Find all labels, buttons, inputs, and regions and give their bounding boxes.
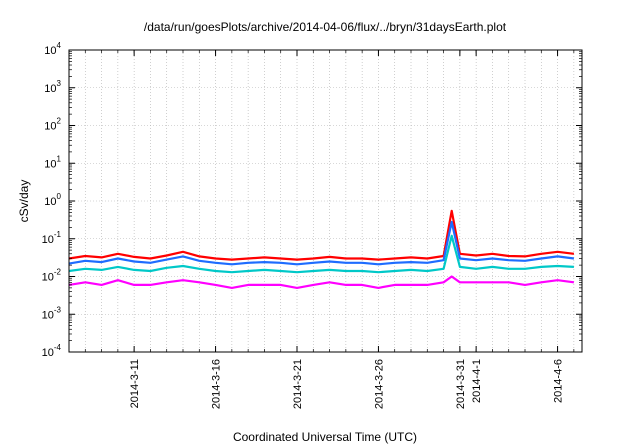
y-tick-base: 10 — [42, 234, 54, 246]
plot-frame — [68, 49, 583, 353]
y-tick-exponent: 0 — [57, 192, 62, 201]
y-tick-exponent: -1 — [54, 230, 62, 239]
y-tick-label: 10-4 — [42, 343, 62, 359]
x-tick-label: 2014-3-11 — [129, 359, 141, 408]
y-tick-base: 10 — [44, 45, 56, 57]
y-tick-base: 10 — [44, 196, 56, 208]
y-tick-base: 10 — [44, 158, 56, 170]
x-tick-labels: 2014-3-11 2014-3-16 2014-3-21 2014-3-26 2014… — [129, 359, 564, 409]
y-tick-exponent: -4 — [54, 343, 62, 352]
y-tick-base: 10 — [44, 121, 56, 133]
x-tick-label: 2014-4-6 — [553, 359, 565, 403]
y-tick-label: 10-2 — [42, 268, 62, 284]
x-axis-label: Coordinated Universal Time (UTC) — [233, 430, 417, 444]
y-tick-exponent: 1 — [57, 154, 62, 163]
y-tick-label: 104 — [44, 41, 61, 57]
y-tick-exponent: 3 — [57, 79, 62, 88]
x-tick-label: 2014-3-16 — [211, 359, 223, 409]
x-tick-label: 2014-3-31 — [455, 359, 467, 409]
y-tick-exponent: -3 — [54, 305, 62, 314]
y-axis-label: cSv/day — [17, 180, 31, 223]
series-line-2 — [68, 220, 575, 266]
y-tick-base: 10 — [42, 272, 54, 284]
x-tick-label: 2014-4-1 — [471, 359, 483, 403]
x-tick-label: 2014-3-21 — [292, 359, 304, 409]
y-tick-exponent: 2 — [57, 117, 62, 126]
grid — [69, 50, 582, 352]
y-tick-label: 101 — [44, 154, 61, 170]
series-line-1 — [68, 209, 575, 261]
chart-title: /data/run/goesPlots/archive/2014-04-06/f… — [144, 20, 507, 34]
series-line-3 — [68, 234, 574, 274]
y-tick-label: 10-1 — [42, 230, 62, 246]
y-tick-label: 10-3 — [42, 305, 62, 321]
y-tick-label: 102 — [44, 117, 61, 133]
y-tick-label: 100 — [44, 192, 61, 208]
series-group — [68, 209, 575, 289]
y-tick-base: 10 — [42, 347, 54, 359]
y-tick-label: 103 — [44, 79, 61, 95]
axis-ticks — [69, 49, 582, 353]
series-line-4 — [68, 275, 575, 289]
y-tick-exponent: 4 — [57, 41, 62, 50]
y-tick-base: 10 — [44, 83, 56, 95]
y-tick-base: 10 — [42, 309, 54, 321]
x-tick-label: 2014-3-26 — [373, 359, 385, 409]
y-tick-exponent: -2 — [54, 268, 62, 277]
